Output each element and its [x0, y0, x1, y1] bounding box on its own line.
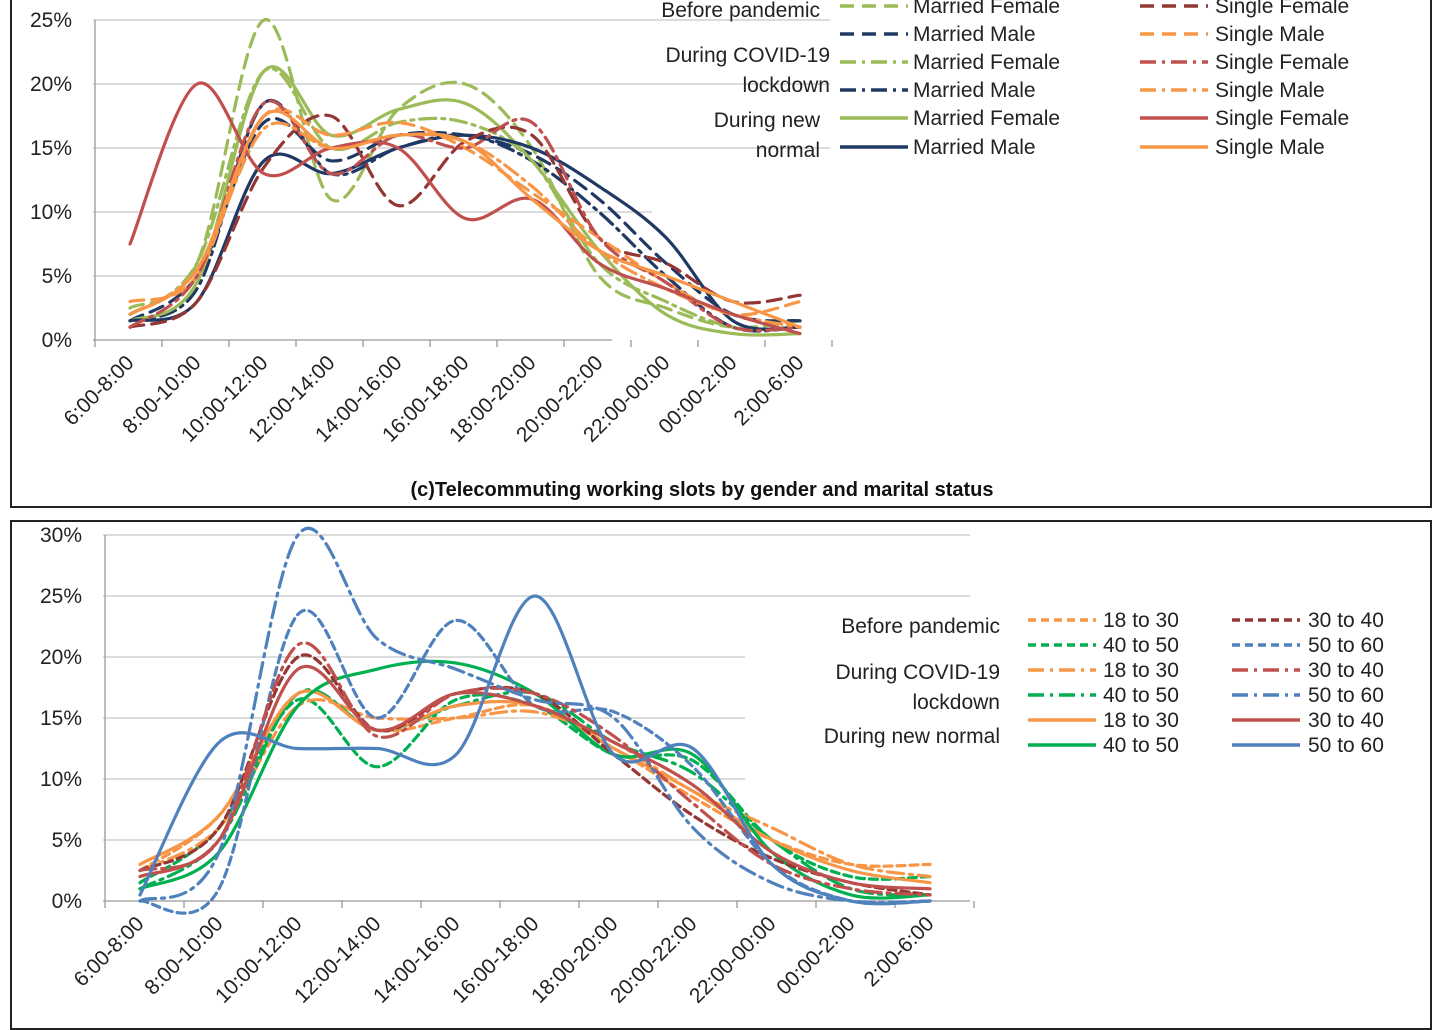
legend-label-c: Married Female: [913, 51, 1060, 74]
legend-label-d: 18 to 30: [1103, 609, 1179, 632]
y-tick-label-d: 0%: [52, 890, 82, 913]
legend-group-label-c: lockdown: [742, 74, 830, 97]
legend-label-c: Married Female: [913, 107, 1060, 130]
x-tick-label-c: 2:00-6:00: [730, 351, 809, 430]
legend-label-c: Married Female: [913, 0, 1060, 18]
legend-group-label-d: lockdown: [912, 691, 1000, 714]
legend-label-d: 30 to 40: [1308, 609, 1384, 632]
y-tick-label-c: 10%: [30, 201, 72, 224]
y-tick-label-d: 20%: [40, 646, 82, 669]
legend-label-c: Single Female: [1215, 107, 1349, 130]
y-tick-label-d: 5%: [52, 829, 82, 852]
y-tick-label-c: 5%: [42, 265, 72, 288]
y-tick-label-d: 30%: [40, 524, 82, 547]
legend-label-d: 50 to 60: [1308, 684, 1384, 707]
y-tick-label-d: 25%: [40, 585, 82, 608]
legend-label-c: Single Male: [1215, 79, 1325, 102]
legend-label-d: 50 to 60: [1308, 734, 1384, 757]
legend-label-d: 40 to 50: [1103, 634, 1179, 657]
series-line-c-8: [128, 99, 802, 333]
legend-group-label-c: During new: [714, 109, 821, 132]
x-tick-label-d: 6:00-8:00: [70, 912, 149, 991]
series-line-d-6: [138, 653, 932, 897]
legend-group-label-d: Before pandemic: [841, 615, 1000, 638]
legend-label-d: 30 to 40: [1308, 659, 1384, 682]
series-line-d-11: [138, 594, 932, 906]
series-line-c-5: [128, 133, 802, 331]
y-tick-label-c: 20%: [30, 73, 72, 96]
legend-label-c: Single Male: [1215, 23, 1325, 46]
legend-label-c: Married Male: [913, 79, 1036, 102]
y-tick-label-c: 0%: [42, 329, 72, 352]
chart-caption-c: (c)Telecommuting working slots by gender…: [410, 479, 993, 501]
series-line-c-1: [128, 116, 802, 323]
legend-label-c: Married Male: [913, 136, 1036, 159]
series-line-c-4: [128, 65, 802, 337]
legend-label-d: 18 to 30: [1103, 659, 1179, 682]
series-line-c-10: [128, 81, 802, 336]
legend-group-label-c: During COVID-19: [665, 44, 830, 67]
legend-label-c: Single Male: [1215, 136, 1325, 159]
legend-label-d: 18 to 30: [1103, 709, 1179, 732]
chart-panel-c: [10, 0, 1432, 508]
y-tick-label-d: 15%: [40, 707, 82, 730]
series-line-d-2: [138, 698, 932, 879]
legend-group-label-c: Before pandemic: [661, 0, 820, 22]
legend-group-label-d: During new normal: [824, 725, 1000, 748]
legend-label-c: Married Male: [913, 23, 1036, 46]
series-line-c-2: [128, 66, 802, 331]
series-line-d-10: [138, 664, 932, 891]
legend-group-label-d: During COVID-19: [835, 661, 1000, 684]
legend-label-d: 40 to 50: [1103, 684, 1179, 707]
legend-label-d: 30 to 40: [1308, 709, 1384, 732]
legend-group-label-c: normal: [756, 139, 820, 162]
series-line-c-11: [128, 109, 802, 329]
x-tick-label-d: 00:00-2:00: [772, 912, 859, 999]
series-line-d-9: [138, 526, 932, 904]
y-tick-label-c: 15%: [30, 137, 72, 160]
y-tick-label-d: 10%: [40, 768, 82, 791]
legend-label-d: 40 to 50: [1103, 734, 1179, 757]
legend-label-c: Single Female: [1215, 0, 1349, 18]
y-tick-label-c: 25%: [30, 9, 72, 32]
legend-label-d: 50 to 60: [1308, 634, 1384, 657]
legend-label-c: Single Female: [1215, 51, 1349, 74]
series-line-c-6: [128, 113, 802, 329]
x-tick-label-d: 8:00-10:00: [140, 912, 227, 999]
x-tick-label-d: 2:00-6:00: [860, 912, 939, 991]
